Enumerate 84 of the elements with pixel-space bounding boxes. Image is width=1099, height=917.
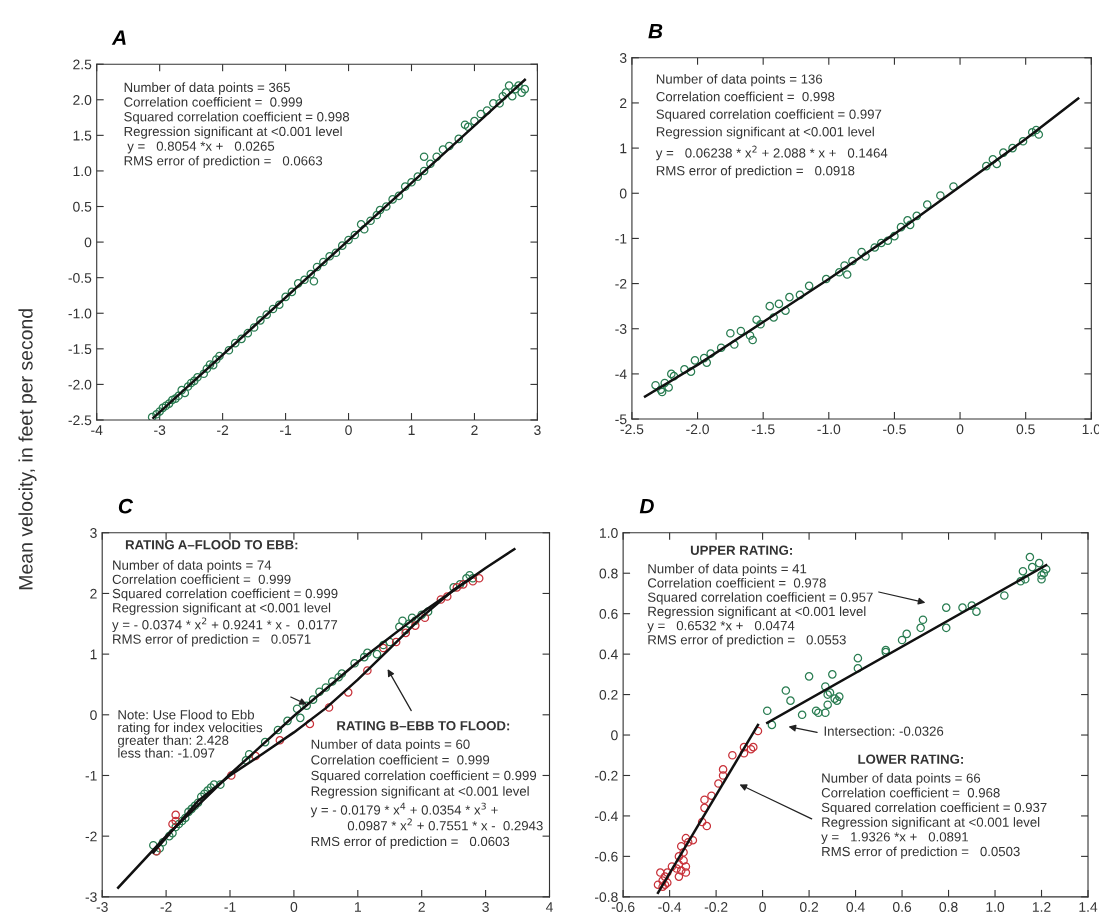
- annotation: RATING B–EBB TO FLOOD:: [337, 721, 510, 731]
- y-tick-label: -1.5: [68, 344, 92, 354]
- x-tick-label: 0: [956, 424, 964, 435]
- y-tick-label: 2: [620, 98, 627, 108]
- x-tick-label: -0.5: [883, 424, 906, 435]
- y-tick-label: 3: [619, 53, 627, 63]
- y-tick-label: 1.5: [73, 130, 92, 141]
- x-tick-label: 1.4: [1079, 902, 1098, 912]
- y-tick-label: 0: [619, 188, 627, 199]
- y-tick-label: -2: [85, 831, 97, 842]
- y-tick-label: -1.0: [68, 308, 92, 319]
- y-tick-label: 0.5: [73, 201, 92, 212]
- x-tick-label: -3: [154, 425, 166, 436]
- y-tick-label: -0.5: [68, 273, 92, 283]
- annotation: Intersection: -0.0326: [824, 726, 944, 736]
- y-tick-label: 0: [90, 710, 97, 720]
- chart-title: C: [118, 498, 134, 514]
- x-tick-label: -0.4: [658, 902, 682, 912]
- y-tick-label: 1: [90, 649, 97, 660]
- x-tick-label: -1.0: [817, 424, 841, 435]
- x-tick-label: 0: [345, 425, 352, 436]
- x-tick-label: 1: [355, 902, 361, 912]
- y-tick-label: -1: [85, 770, 97, 781]
- chart-title: A: [111, 30, 126, 45]
- y-tick-label: -0.2: [594, 770, 618, 781]
- x-tick-label: -1.5: [751, 424, 775, 435]
- y-tick-label: 1.0: [600, 528, 618, 538]
- y-tick-label: -0.4: [594, 811, 618, 822]
- y-tick-label: -1: [615, 233, 627, 244]
- chart-title: B: [648, 23, 663, 39]
- annotation: Number of data points = 41 Correlation coefficient = 0.978 Squared correlation coefficient = 0.957 Regression significant at <0.001 level y = 0.6532 *x + 0.0474 RMS error of prediction = 0.0553: [647, 563, 873, 648]
- x-tick-label: -2: [217, 425, 229, 435]
- annotation: Number of data points = 66 Correlation coefficient = 0.968 Squared correlation coefficient = 0.937 Regression significant at <0.001 level y = 1.9326 *x + 0.0891 RMS error of prediction = 0.0503: [821, 773, 1047, 859]
- y-tick-label: 0: [611, 730, 618, 741]
- x-tick-label: 3: [482, 902, 489, 912]
- y-tick-label: -0.8: [594, 892, 618, 902]
- y-tick-label: 3: [90, 528, 97, 538]
- y-tick-label: -0.6: [594, 851, 618, 862]
- x-tick-label: 0.8: [939, 902, 958, 912]
- y-tick-label: 0: [84, 237, 92, 248]
- x-tick-label: -2.0: [686, 424, 709, 435]
- y-tick-label: 2.5: [73, 59, 92, 70]
- x-tick-label: 0: [759, 902, 766, 912]
- x-tick-label: 1: [408, 425, 415, 435]
- x-tick-label: 0.4: [846, 902, 865, 912]
- y-axis-title: Mean velocity, in feet per second: [18, 309, 37, 590]
- y-tick-label: 0.4: [599, 649, 618, 660]
- y-tick-label: -3: [85, 892, 97, 902]
- y-tick-label: 1: [620, 143, 627, 154]
- x-tick-label: 0: [290, 902, 298, 912]
- annotation: Number of data points = 365 Correlation coefficient = 0.999 Squared correlation coefficient = 0.998 Regression significant at <0.001 level y = 0.8054 *x + 0.0265 RMS error of prediction = 0.0663: [124, 82, 350, 169]
- y-tick-label: -3: [615, 324, 627, 334]
- y-tick-label: 0.2: [599, 689, 618, 700]
- x-tick-label: 4: [545, 902, 553, 912]
- annotation: Note: Use Flood to Ebb rating for index velocities greater than: 2.428 less than: -1.097: [117, 709, 263, 758]
- x-tick-label: 3: [534, 425, 541, 436]
- x-tick-label: -0.2: [704, 902, 728, 912]
- y-tick-label: 0.8: [599, 568, 618, 579]
- annotation: RATING A–FLOOD TO EBB:: [125, 540, 298, 550]
- x-tick-label: 0.2: [799, 902, 819, 912]
- x-tick-label: -2: [160, 902, 172, 912]
- x-tick-label: 0.5: [1016, 424, 1035, 435]
- annotation: Number of data points = 136 Correlation coefficient = 0.998 Squared correlation coefficient = 0.997 Regression significant at <0.001 level y = 0.06238 * x$^{2}$ + 2.088 * x + 0.1464 RMS error of prediction = 0.0918: [655, 74, 888, 178]
- annotation: LOWER RATING:: [858, 754, 964, 764]
- y-tick-label: -2: [615, 278, 627, 289]
- x-tick-label: 1.0: [986, 902, 1005, 912]
- y-tick-label: -4: [615, 369, 627, 379]
- y-tick-label: 2: [90, 588, 97, 599]
- annotation: Number of data points = 74 Correlation coefficient = 0.999 Squared correlation coefficient = 0.999 Regression significant at <0.001 level y = - 0.0374 * x$^{2}$ + 0.9241 * x - 0.0177 RMS error of prediction = 0.0571: [112, 560, 338, 647]
- y-tick-label: 0.6: [599, 609, 618, 619]
- x-tick-label: -1: [280, 425, 292, 435]
- x-tick-label: 2: [471, 425, 478, 435]
- y-tick-label: -2.0: [68, 379, 92, 390]
- y-tick-label: 2.0: [73, 95, 92, 105]
- x-tick-label: 1.2: [1032, 902, 1051, 912]
- x-tick-label: 2: [418, 902, 425, 912]
- text: Number of data points = 60 Correlation coefficient = 0.999 Squared correlation coefficient = 0.999 Regression significant at <0.001 level y = - 0.0179 * x$^{4}$ + 0.0354 * x$^{3}$ + 0.0987 * x$^{2}$ + 0.7551 * x - 0.2943 RMS error of prediction = 0.0603: [310, 739, 543, 849]
- x-tick-label: -1: [224, 902, 236, 912]
- annotation: UPPER RATING:: [690, 545, 792, 555]
- y-tick-label: -5: [615, 414, 627, 425]
- y-tick-label: 1.0: [73, 166, 92, 177]
- x-tick-label: 0.6: [892, 902, 912, 912]
- chart-title: D: [639, 499, 654, 514]
- y-tick-label: -2.5: [68, 415, 92, 426]
